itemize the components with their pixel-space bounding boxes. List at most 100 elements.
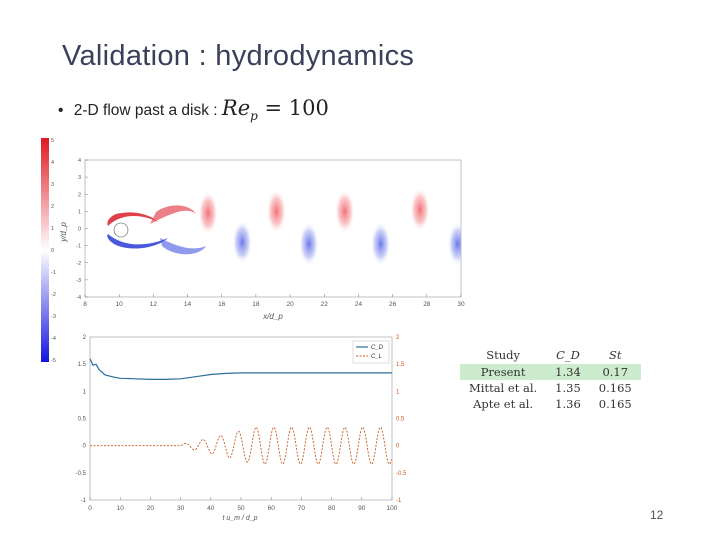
positive-vortex [334,189,355,234]
slide-title: Validation : hydrodynamics [62,40,415,72]
line-y-right-tick-label: 0.5 [396,417,405,423]
heatmap-x-tick-label: 16 [218,301,226,308]
colorbar-tick-label: 1 [51,226,54,232]
heatmap-y-tick-label: -3 [76,278,81,284]
shed-vortex-upper [150,205,196,224]
header-cd-label: C_D [556,348,580,362]
heatmap-y-tick-label: -2 [76,261,81,267]
lower-shear-layer [107,234,168,249]
line-y-left-tick-label: -1 [81,498,87,504]
colorbar-tick-label: -5 [51,358,56,364]
cell-st: 0.17 [589,364,641,380]
colorbar-tick-label: -2 [51,292,56,298]
bullet-text: 2-D flow past a disk : [73,102,218,119]
table-header-row: Study C_D St [460,346,641,364]
negative-vortex [298,221,319,266]
colorbar-tick-label: -1 [51,270,56,276]
heatmap-x-tick-label: 14 [184,301,192,308]
page-number: 12 [650,508,664,522]
cell-study: Present [460,364,547,380]
reynolds-value: = 100 [257,96,329,120]
colorbar [41,138,49,362]
heatmap-y-tick-label: 4 [78,158,81,164]
bullet-dot-icon: • [58,102,64,119]
line-y-right-tick-label: 2 [396,335,400,341]
near-wake [107,205,206,255]
cell-study: Apte et al. [473,397,534,411]
negative-vortex [232,220,253,265]
line-x-tick-label: 60 [268,505,276,512]
colorbar-tick-label: 0 [51,248,54,254]
heatmap-y-tick-label: -4 [76,295,81,301]
negative-vortex [370,221,391,266]
colorbar-tick-label: 5 [51,138,54,144]
heatmap-x-tick-label: 20 [286,301,294,308]
heatmap-x-tick-label: 18 [252,301,260,308]
line-x-tick-label: 80 [328,505,336,512]
heatmap-x-tick-label: 12 [150,301,158,308]
line-x-tick-label: 0 [88,505,92,512]
line-y-left-tick-label: 0 [83,444,87,450]
cell-st: 0.165 [598,397,632,411]
heatmap-x-tick-label: 30 [457,301,465,308]
line-y-right-tick-label: -0.5 [396,471,407,477]
heatmap-x-tick-label: 28 [423,301,431,308]
heatmap-y-tick-label: 2 [78,192,81,198]
line-chart-frame [89,336,393,501]
legend-cl-label: C_L [371,354,382,360]
heatmap-x-ticks: 8 10 12 14 16 18 20 22 24 26 28 30 [83,294,465,308]
header-st: St [590,346,641,364]
cell-cd: 1.35 [555,381,581,395]
line-x-tick-label: 50 [237,505,245,512]
colorbar-tick-label: 2 [51,204,54,210]
positive-vortex [266,189,287,234]
line-x-tick-label: 70 [298,505,306,512]
heatmap-x-tick-label: 8 [83,301,87,308]
heatmap-x-tick-label: 26 [389,301,397,308]
reynolds-symbol: Re [221,96,251,120]
line-x-tick-label: 40 [207,505,215,512]
line-x-tick-label: 100 [387,505,398,512]
line-x-tick-label: 10 [117,505,125,512]
vortex-field [198,187,461,266]
line-xlabel: t u_m / d_p [222,515,257,522]
colorbar-tick-label: 3 [51,182,54,188]
cell-study: Mittal et al. [469,381,538,395]
heatmap-y-ticks: 4 3 2 1 0 -1 -2 -3 -4 [76,158,88,301]
results-table: Study C_D St Present 1.34 0.17 Mittal et… [460,346,641,412]
colorbar-ticks: 5 4 3 2 1 0 -1 -2 -3 -4 -5 [51,138,56,364]
legend-cd-label: C_D [371,345,384,351]
heatmap-ylabel: y/d_p [59,222,68,243]
heatmap-y-tick-label: 1 [78,209,81,215]
line-y-right-ticks: 2 1.5 1 0.5 0 -0.5 -1 [396,335,407,504]
bullet-item: • 2-D flow past a disk : Rep = 100 [58,96,329,123]
series-cd-line [89,358,392,380]
heatmap-x-tick-label: 24 [355,301,363,308]
cell-cd: 1.34 [546,364,590,380]
reynolds-subscript: p [250,109,258,124]
heatmap-x-tick-label: 10 [116,301,124,308]
colorbar-tick-label: 4 [51,160,54,166]
line-y-left-ticks: 2 1.5 1 0.5 0 -0.5 -1 [76,335,87,504]
cell-st: 0.165 [598,381,632,395]
colorbar-tick-label: -3 [51,314,56,320]
line-y-left-tick-label: 2 [83,335,87,341]
reynolds-equation: Rep = 100 [221,96,329,124]
table-row: Mittal et al. 1.35 0.165 [460,380,641,396]
series-cl-line [90,426,392,465]
shed-vortex-lower [160,238,206,255]
positive-vortex [198,191,219,236]
heatmap-y-tick-label: 3 [78,175,81,181]
line-y-left-tick-label: 1.5 [78,362,87,368]
heatmap-y-tick-label: -1 [76,244,81,250]
line-y-right-tick-label: 1 [396,389,400,395]
line-y-right-tick-label: -1 [396,498,402,504]
cell-cd: 1.36 [555,397,581,411]
line-y-left-tick-label: 1 [83,389,87,395]
line-x-tick-label: 90 [358,505,366,512]
line-y-right-tick-label: 0 [396,444,400,450]
header-study: Study [486,348,520,362]
header-st-label: St [609,348,622,362]
heatmap-x-tick-label: 22 [321,301,329,308]
